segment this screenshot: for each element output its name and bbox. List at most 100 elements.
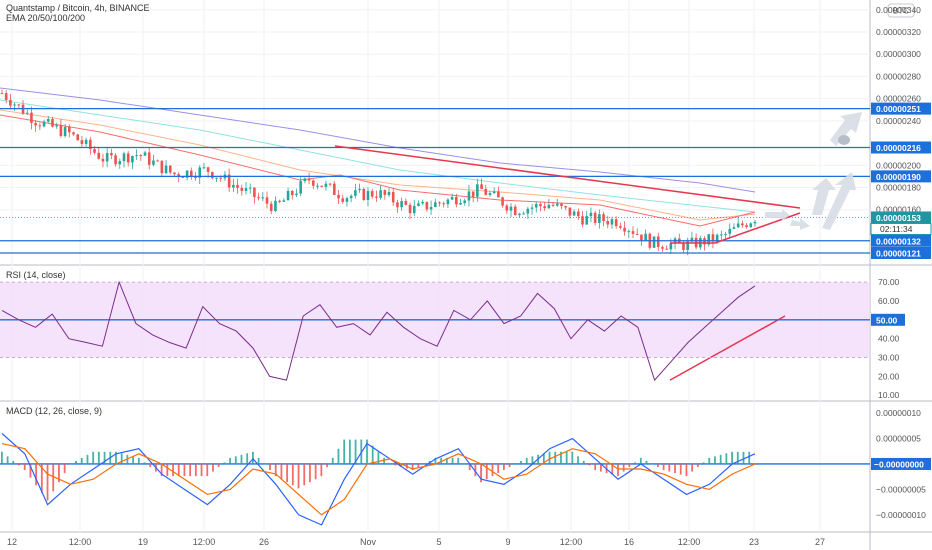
macd-histogram-bar <box>622 463 625 472</box>
macd-histogram-bar <box>309 463 311 483</box>
macd-histogram-bar <box>742 451 745 464</box>
projection-arrow-up-2 <box>822 172 856 230</box>
macd-histogram-bar <box>166 463 169 477</box>
macd-histogram-bar <box>137 457 140 464</box>
macd-histogram-bar <box>160 463 163 477</box>
rsi-level-label-bg <box>871 313 905 326</box>
ema20-line <box>0 114 756 227</box>
macd-histogram-bar <box>617 463 619 477</box>
rsi-tick-label: 10.00 <box>878 390 900 400</box>
projection-arrow-right <box>765 209 790 221</box>
candle-body <box>417 203 420 206</box>
candle-body <box>640 234 643 241</box>
candle-body <box>240 187 244 191</box>
candle-body <box>244 188 248 191</box>
candle-body <box>555 203 559 206</box>
candle-body <box>236 184 239 188</box>
candle-body <box>295 193 298 196</box>
candle-body <box>307 178 311 181</box>
candle-body <box>560 203 563 207</box>
macd-title: MACD (12, 26, close, 9) <box>6 406 102 416</box>
macd-histogram-bar <box>86 454 89 464</box>
candle-body <box>736 223 740 228</box>
candle-body <box>408 204 412 214</box>
candle-body <box>715 234 719 242</box>
price-tick-label: 0.00000200 <box>876 160 921 170</box>
candle-body <box>337 194 340 199</box>
indicator-title: EMA 20/50/100/200 <box>6 13 85 23</box>
candle-body <box>76 134 80 141</box>
candle-body <box>513 206 517 216</box>
candle-body <box>387 191 391 195</box>
price-axis[interactable]: 0.00000340 0.00000320 0.00000300 0.00000280… <box>876 5 926 520</box>
candle-body <box>131 155 134 163</box>
candle-body <box>215 177 218 179</box>
candle-body <box>164 165 168 174</box>
time-tick-label: 12:00 <box>678 537 701 547</box>
candle-body <box>463 200 467 204</box>
candle-body <box>147 152 151 165</box>
rsi-tick-label: 20.00 <box>878 371 900 381</box>
level-price-label: 0.00000251 <box>876 104 921 114</box>
candle-body <box>682 242 685 250</box>
candle-body <box>269 203 273 212</box>
macd-histogram-bar <box>691 463 694 472</box>
time-tick-label: 19 <box>138 537 148 547</box>
price-tick-label: 0.00000160 <box>876 205 921 215</box>
candle-body <box>303 178 307 182</box>
macd-histogram-bar <box>69 463 72 465</box>
macd-histogram-bar <box>212 463 214 472</box>
candle-body <box>333 183 336 195</box>
candle-body <box>366 191 370 200</box>
macd-histogram-bar <box>571 451 574 464</box>
macd-histogram-bar <box>474 463 477 477</box>
candle-body <box>257 197 260 199</box>
candle-body <box>362 188 366 200</box>
candle-body <box>227 174 231 188</box>
candle-body <box>749 223 753 228</box>
macd-histogram-bar <box>708 457 711 464</box>
horizontal-levels[interactable] <box>0 107 870 254</box>
macd-histogram-bar <box>565 451 568 464</box>
macd-histogram-bar <box>257 457 260 464</box>
candle-body <box>707 234 711 245</box>
candle-body <box>135 155 138 157</box>
candle-body <box>59 125 63 137</box>
currency-badge[interactable] <box>887 3 915 18</box>
candle-body <box>299 181 302 194</box>
candle-body <box>480 184 483 189</box>
candle-body <box>110 153 113 156</box>
symbol-title: Quantstamp / Bitcoin, 4h, BINANCE <box>6 3 150 13</box>
candle-body <box>467 191 471 201</box>
candle-body <box>274 200 277 212</box>
candle-body <box>593 212 597 223</box>
macd-histogram-bar <box>194 463 197 477</box>
macd-histogram-bar <box>6 456 9 464</box>
ema100-line <box>0 99 756 213</box>
candle-body <box>261 197 265 199</box>
time-tick-label: 12 <box>7 537 17 547</box>
candle-body <box>114 155 117 165</box>
macd-histogram-bar <box>46 463 49 501</box>
macd-histogram-bar <box>542 453 545 464</box>
macd-histogram-bar <box>668 463 671 472</box>
macd-histogram-bar <box>657 463 659 468</box>
candle-body <box>421 201 424 204</box>
macd-histogram-bar <box>143 462 146 464</box>
candle-body <box>686 241 689 250</box>
candle-body <box>156 160 159 162</box>
rsi-tick-label: 60.00 <box>878 296 900 306</box>
candle-body <box>34 122 37 126</box>
macd-histogram-bar <box>97 451 100 464</box>
macd-histogram-bar <box>297 463 300 489</box>
macd-histogram-bar <box>149 463 152 468</box>
time-axis[interactable]: 12 12:00 19 12:00 26 Nov 5 9 12:00 16 12:00 23 27 <box>7 537 825 547</box>
candle-body <box>282 200 286 202</box>
candle-body <box>391 191 395 203</box>
rsi-line <box>1 280 756 382</box>
candle-body <box>4 93 8 100</box>
macd-tick-label: −0.00000005 <box>876 484 926 494</box>
candle-body <box>341 198 345 202</box>
macd-histogram-bar <box>18 463 20 466</box>
